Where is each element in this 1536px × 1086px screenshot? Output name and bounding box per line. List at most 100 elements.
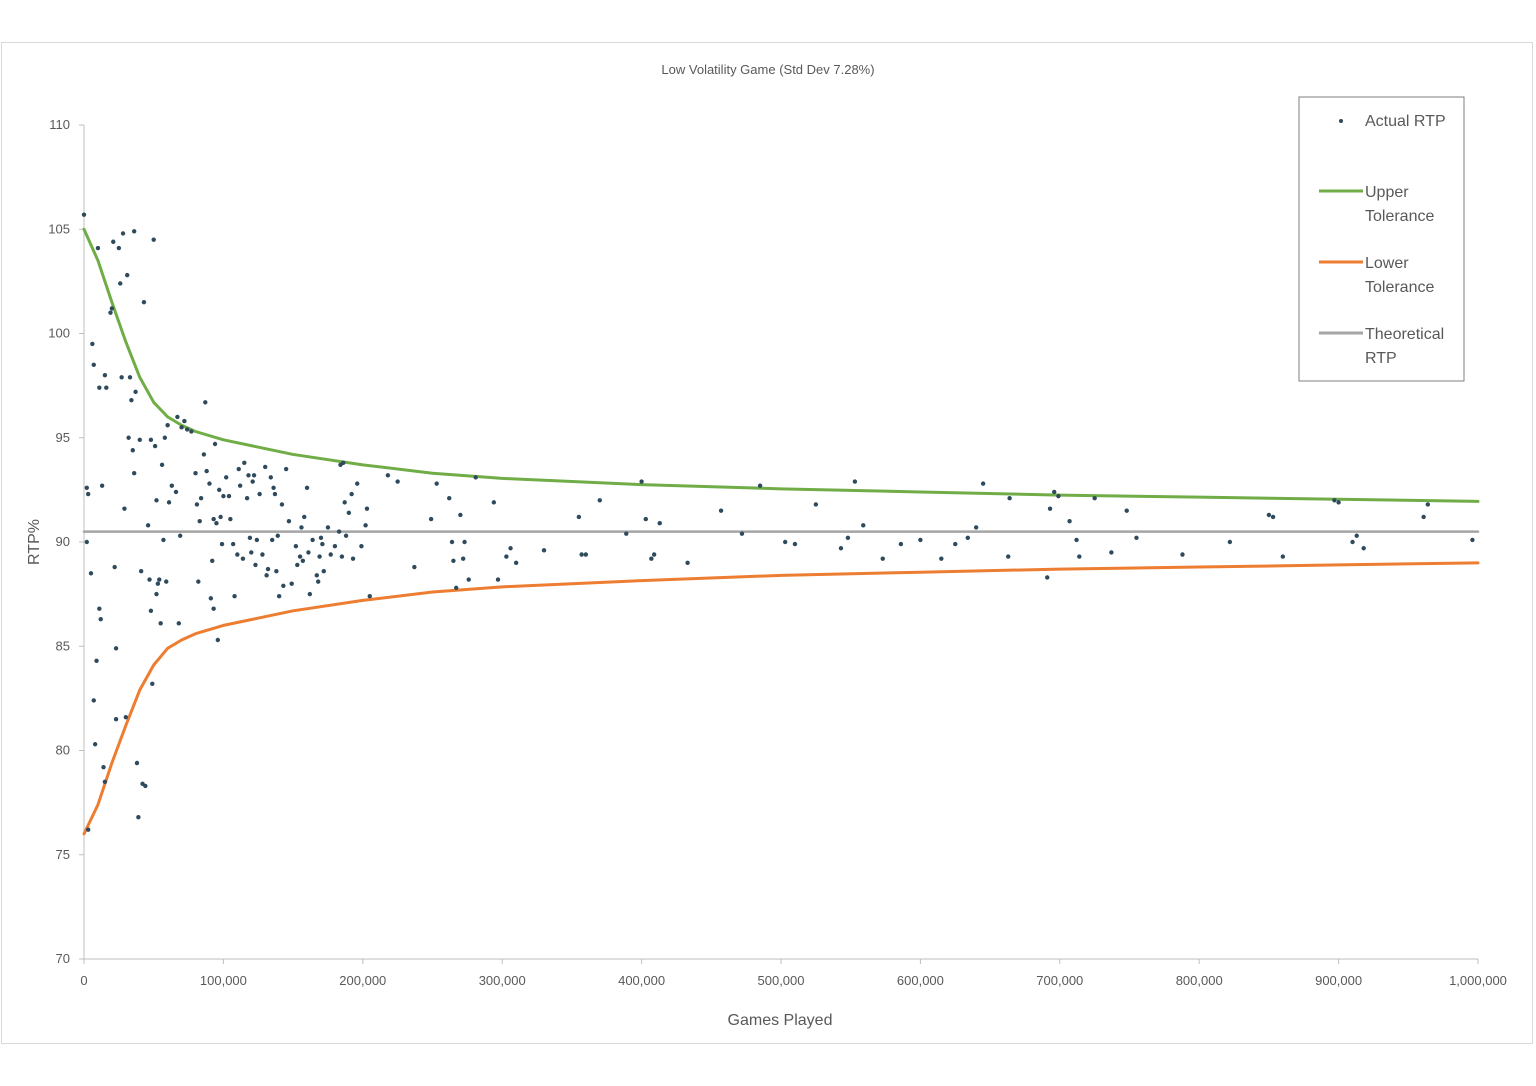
- actual-rtp-point: [279, 502, 285, 507]
- actual-rtp-point: [155, 581, 161, 586]
- actual-rtp-point: [91, 362, 96, 367]
- actual-rtp-point: [306, 550, 311, 555]
- actual-rtp-point: [116, 245, 122, 251]
- actual-rtp-point: [99, 483, 105, 488]
- actual-rtp-point: [161, 537, 166, 543]
- actual-rtp-point: [428, 516, 434, 522]
- actual-rtp-point: [108, 310, 113, 315]
- actual-rtp-point: [219, 541, 225, 547]
- actual-rtp-point: [1045, 575, 1050, 580]
- actual-rtp-point: [134, 760, 140, 766]
- actual-rtp-point: [649, 556, 654, 561]
- actual-rtp-point: [355, 481, 360, 486]
- actual-rtp-point: [177, 533, 183, 538]
- actual-rtp-point: [236, 466, 241, 472]
- actual-rtp-point: [782, 539, 788, 545]
- actual-rtp-point: [838, 546, 844, 551]
- actual-rtp-point: [112, 564, 117, 570]
- actual-rtp-point: [861, 523, 866, 528]
- actual-rtp-point: [491, 500, 497, 505]
- actual-rtp-point: [125, 272, 130, 278]
- actual-rtp-point: [1421, 514, 1426, 520]
- actual-rtp-point: [364, 506, 370, 511]
- x-tick-label: 1,000,000: [1449, 973, 1507, 988]
- actual-rtp-point: [1047, 506, 1053, 511]
- actual-rtp-point: [1266, 512, 1272, 518]
- actual-rtp-point: [143, 783, 148, 789]
- legend-label-upper-1: Upper: [1365, 184, 1409, 201]
- actual-rtp-point: [898, 541, 904, 547]
- x-tick-label: 100,000: [200, 973, 247, 988]
- actual-rtp-point: [495, 577, 501, 582]
- actual-rtp-point: [718, 508, 724, 513]
- actual-rtp-point: [184, 427, 190, 432]
- actual-rtp-point: [127, 375, 133, 380]
- actual-rtp-point: [304, 485, 310, 490]
- actual-rtp-point: [158, 621, 163, 626]
- actual-rtp-point: [466, 577, 471, 582]
- actual-rtp-point: [257, 491, 262, 497]
- actual-rtp-point: [212, 441, 218, 447]
- actual-rtp-point: [597, 498, 602, 503]
- actual-rtp-point: [307, 591, 313, 597]
- actual-rtp-point: [541, 548, 547, 553]
- actual-rtp-point: [173, 489, 179, 495]
- actual-rtp-point: [85, 827, 91, 832]
- actual-rtp-point: [264, 573, 269, 578]
- actual-rtp-point: [1350, 539, 1355, 545]
- x-tick-label: 200,000: [339, 973, 386, 988]
- chart-title: Low Volatility Game (Std Dev 7.28%): [661, 62, 874, 77]
- actual-rtp-point: [246, 473, 251, 478]
- legend-marker-actual: [1339, 119, 1343, 123]
- actual-rtp-point: [1280, 554, 1286, 559]
- actual-rtp-point: [447, 496, 452, 501]
- actual-rtp-point: [1134, 535, 1139, 541]
- x-axis-label: Games Played: [728, 1012, 833, 1029]
- actual-rtp-point: [145, 523, 151, 528]
- actual-rtp-point: [104, 385, 109, 390]
- actual-rtp-point: [126, 435, 131, 440]
- actual-rtp-point: [300, 558, 306, 563]
- actual-rtp-point: [454, 585, 459, 591]
- actual-rtp-point: [265, 566, 271, 572]
- actual-rtp-point: [299, 525, 304, 530]
- actual-rtp-point: [249, 550, 254, 555]
- actual-rtp-point: [1007, 496, 1012, 501]
- actual-rtp-point: [210, 558, 215, 563]
- actual-rtp-point: [1109, 550, 1114, 555]
- actual-rtp-point: [113, 646, 119, 651]
- actual-rtp-point: [165, 423, 170, 428]
- actual-rtp-point: [341, 460, 346, 465]
- y-tick-label: 100: [48, 326, 70, 341]
- actual-rtp-point: [317, 554, 322, 559]
- actual-rtp-point: [321, 568, 326, 574]
- actual-rtp-point: [685, 560, 690, 566]
- actual-rtp-point: [179, 425, 184, 430]
- actual-rtp-point: [254, 537, 260, 543]
- actual-rtp-point: [325, 525, 331, 530]
- actual-rtp-point: [208, 596, 214, 601]
- x-tick-label: 800,000: [1176, 973, 1223, 988]
- actual-rtp-point: [251, 473, 257, 478]
- actual-rtp-point: [473, 475, 478, 480]
- actual-rtp-point: [244, 496, 250, 501]
- x-tick-label: 0: [80, 973, 87, 988]
- actual-rtp-point: [1006, 554, 1011, 559]
- actual-rtp-point: [237, 483, 243, 488]
- chart-svg: Low Volatility Game (Std Dev 7.28%) Game…: [26, 62, 1507, 1029]
- actual-rtp-point: [286, 518, 292, 524]
- actual-rtp-point: [148, 437, 154, 443]
- actual-rtp-point: [657, 521, 662, 526]
- actual-rtp-point: [359, 543, 364, 549]
- legend-label-actual: Actual RTP: [1365, 113, 1446, 130]
- actual-rtp-point: [207, 481, 212, 486]
- actual-rtp-point: [228, 516, 233, 522]
- actual-rtp-point: [513, 560, 519, 566]
- actual-rtp-point: [1227, 539, 1233, 545]
- actual-rtp-point: [651, 552, 657, 557]
- actual-rtp-point: [1067, 518, 1072, 524]
- actual-rtp-point: [242, 460, 247, 465]
- legend-label-lower-2: Tolerance: [1365, 279, 1434, 296]
- actual-rtp-point: [204, 468, 209, 474]
- actual-rtp-point: [576, 514, 582, 520]
